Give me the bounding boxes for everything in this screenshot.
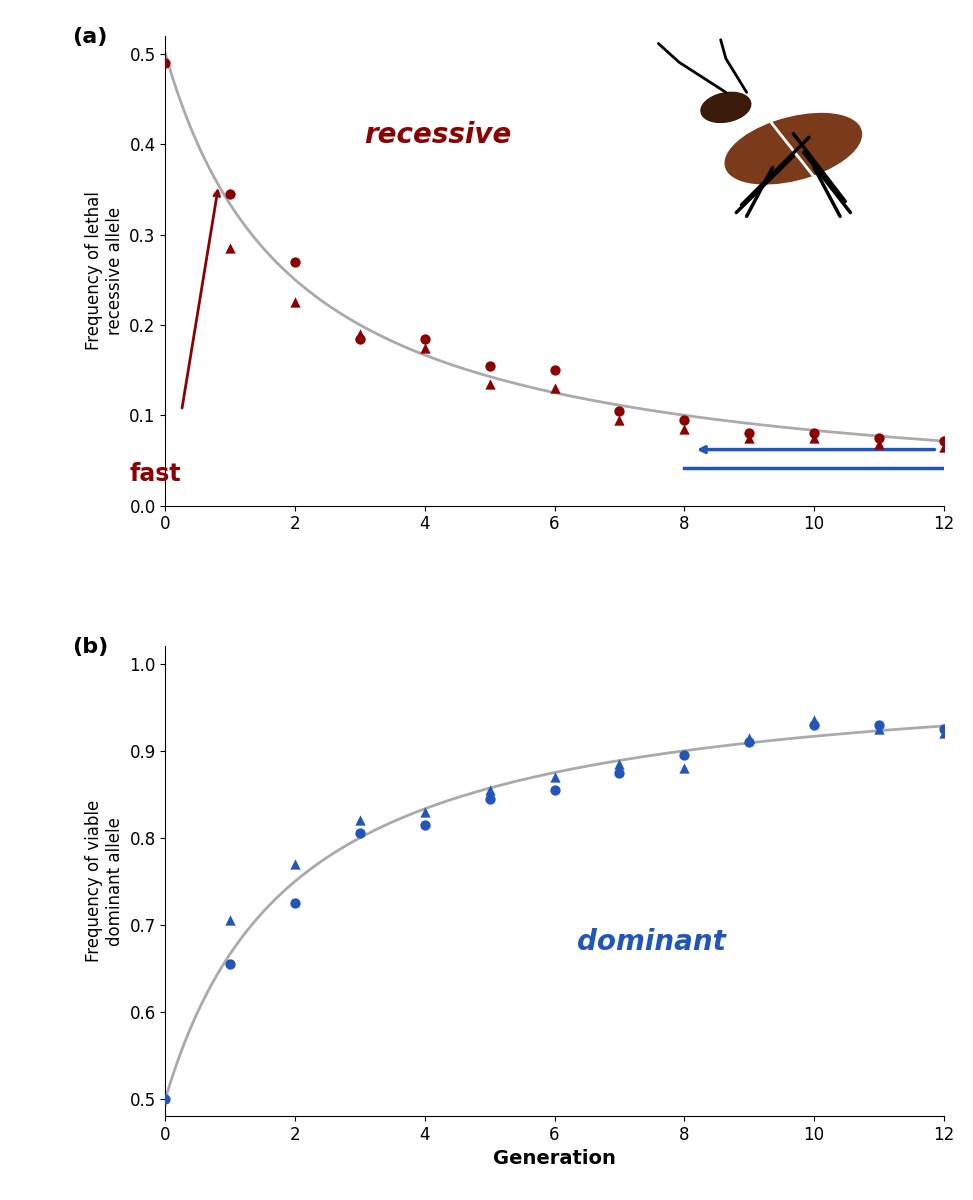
Point	[741, 728, 757, 748]
Text: dominant: dominant	[577, 928, 727, 956]
Point	[741, 424, 757, 443]
Point	[612, 410, 628, 430]
Point	[352, 329, 368, 348]
Point	[482, 356, 497, 376]
Point	[287, 854, 303, 874]
Point	[936, 437, 952, 456]
Point	[871, 428, 886, 448]
Point	[223, 911, 238, 930]
Point	[547, 378, 562, 397]
Point	[807, 424, 822, 443]
Point	[482, 790, 497, 809]
Point	[871, 720, 886, 739]
Text: (b): (b)	[72, 637, 108, 658]
Point	[158, 54, 173, 73]
Point	[676, 745, 692, 764]
Point	[676, 410, 692, 430]
Point	[741, 732, 757, 751]
Point	[871, 715, 886, 734]
Point	[871, 434, 886, 454]
Point	[482, 374, 497, 394]
Point	[807, 428, 822, 448]
Point	[417, 802, 433, 821]
Point	[807, 710, 822, 730]
Point	[936, 431, 952, 450]
X-axis label: Generation: Generation	[493, 1150, 616, 1169]
Point	[482, 780, 497, 799]
Point	[612, 755, 628, 774]
Point	[547, 780, 562, 799]
Text: (a): (a)	[72, 26, 107, 47]
Text: fast: fast	[129, 462, 181, 486]
Point	[547, 767, 562, 786]
Point	[287, 252, 303, 271]
Text: recessive: recessive	[364, 121, 512, 149]
Point	[352, 823, 368, 842]
Point	[612, 763, 628, 782]
Point	[352, 324, 368, 343]
Point	[223, 239, 238, 258]
Point	[676, 758, 692, 778]
Point	[547, 360, 562, 379]
Point	[352, 811, 368, 830]
Point	[417, 338, 433, 358]
Point	[417, 329, 433, 348]
Point	[936, 720, 952, 739]
Point	[223, 185, 238, 204]
Point	[936, 724, 952, 743]
Point	[287, 893, 303, 912]
Point	[158, 1090, 173, 1109]
Y-axis label: Frequency of lethal
recessive allele: Frequency of lethal recessive allele	[85, 191, 124, 350]
Point	[807, 715, 822, 734]
Point	[223, 954, 238, 973]
Point	[287, 293, 303, 312]
Point	[741, 428, 757, 448]
Point	[417, 815, 433, 834]
Point	[676, 419, 692, 438]
Point	[612, 401, 628, 420]
Y-axis label: Frequency of viable
dominant allele: Frequency of viable dominant allele	[85, 800, 124, 962]
